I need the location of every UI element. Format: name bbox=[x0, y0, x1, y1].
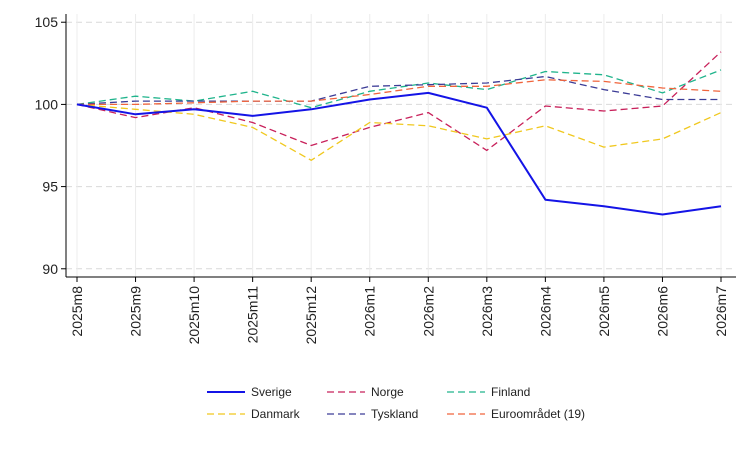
x-tick-label: 2025m11 bbox=[245, 286, 261, 344]
x-tick-label: 2026m3 bbox=[479, 286, 495, 337]
legend-label: Euroområdet (19) bbox=[491, 407, 585, 421]
x-tick-label: 2026m4 bbox=[537, 286, 553, 337]
y-tick-label: 95 bbox=[42, 179, 58, 195]
series-line-danmark bbox=[76, 103, 722, 161]
x-tick-label: 2025m9 bbox=[128, 286, 144, 337]
legend-item: Norge bbox=[327, 385, 404, 399]
x-tick-label: 2025m12 bbox=[303, 286, 319, 345]
legend-item: Sverige bbox=[207, 385, 292, 399]
x-tick-label: 2025m10 bbox=[186, 286, 202, 345]
x-tick-label: 2026m6 bbox=[654, 286, 670, 337]
series-line-finland bbox=[76, 69, 722, 109]
legend-item: Euroområdet (19) bbox=[447, 407, 585, 421]
y-tick-label: 100 bbox=[35, 96, 59, 112]
legend-item: Finland bbox=[447, 385, 530, 399]
x-tick-label: 2026m7 bbox=[713, 286, 729, 337]
legend-item: Tyskland bbox=[327, 407, 418, 421]
legend-label: Tyskland bbox=[371, 407, 418, 421]
x-tick-label: 2026m5 bbox=[596, 286, 612, 337]
x-tick-label: 2025m8 bbox=[69, 286, 85, 337]
series-line-sverige bbox=[76, 91, 722, 216]
series-line-norge bbox=[76, 51, 722, 152]
x-tick-label: 2026m2 bbox=[420, 286, 436, 337]
legend-label: Finland bbox=[491, 385, 530, 399]
y-tick-label: 105 bbox=[35, 14, 59, 30]
legend-label: Danmark bbox=[251, 407, 301, 421]
legend: Sverige Norge Finland Danmark Tyskland Euroom… bbox=[207, 385, 585, 421]
legend-label: Sverige bbox=[251, 385, 292, 399]
x-tick-label: 2026m1 bbox=[362, 286, 378, 337]
y-tick-label: 90 bbox=[42, 261, 58, 277]
series-line-tyskland bbox=[76, 75, 721, 106]
gridlines bbox=[66, 14, 736, 277]
series-lines bbox=[76, 51, 722, 216]
series-line-euroområdet-19 bbox=[77, 79, 722, 106]
axes: 90 95 100 105 2025m8 2025m9 2025m10 2025m11 2025… bbox=[35, 14, 736, 344]
legend-label: Norge bbox=[371, 385, 404, 399]
legend-item: Danmark bbox=[207, 407, 301, 421]
